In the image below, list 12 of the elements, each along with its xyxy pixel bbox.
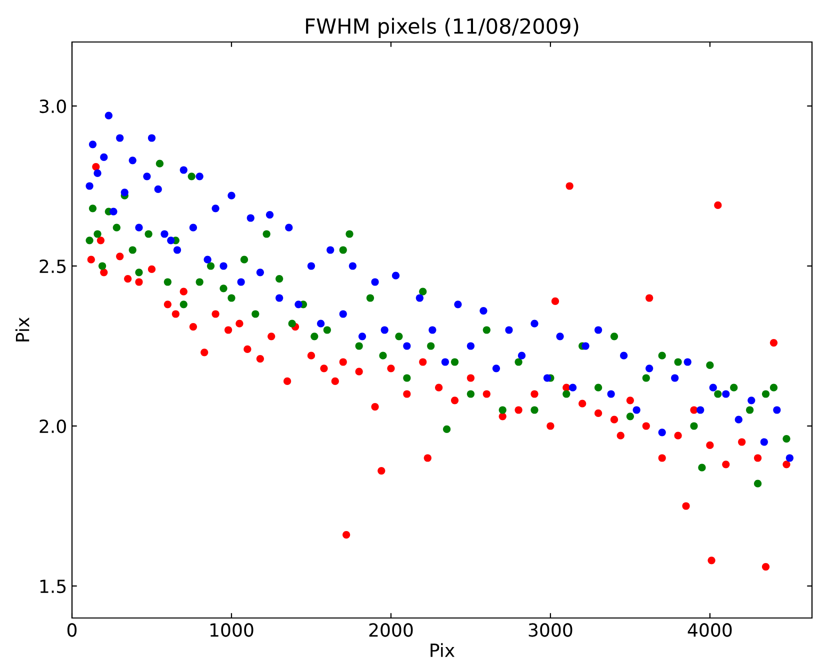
x-axis-title: Pix xyxy=(430,643,454,657)
x-tick-label: 2000 xyxy=(369,623,413,637)
y-tick-label: 2.5 xyxy=(40,259,66,274)
x-tick-label: 4000 xyxy=(688,623,732,637)
chart-title: FWHM pixels (11/08/2009) xyxy=(306,18,578,38)
x-tick-label: 1000 xyxy=(210,623,254,637)
x-tick-label: 3000 xyxy=(528,623,572,637)
y-axis-title: Pix xyxy=(15,318,30,342)
y-tick-label: 1.5 xyxy=(40,580,66,594)
y-tick-label: 3.0 xyxy=(40,99,66,114)
y-tick-label: 2.0 xyxy=(40,419,66,434)
x-tick-label: 0 xyxy=(67,623,77,637)
